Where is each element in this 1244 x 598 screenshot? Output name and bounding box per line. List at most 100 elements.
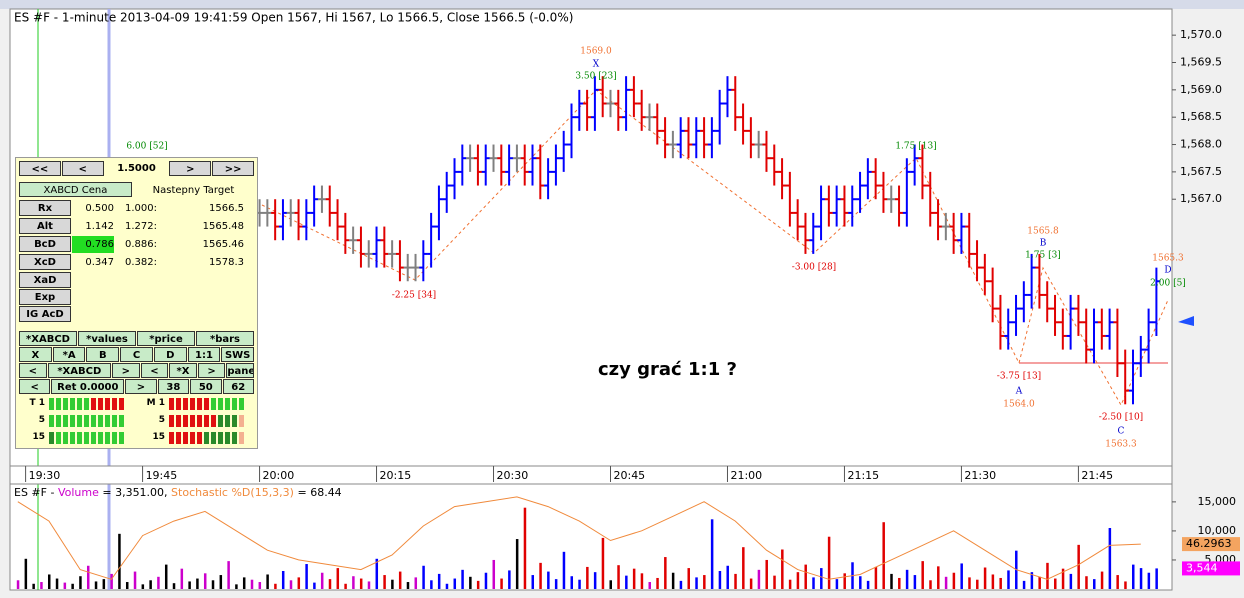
price-bar	[427, 212, 436, 268]
price-bar	[637, 89, 646, 131]
price-bar	[1058, 308, 1067, 350]
row-button[interactable]: XaD	[19, 272, 71, 288]
panel-button[interactable]: *XABCD	[47, 363, 112, 378]
volume-bar	[71, 583, 74, 589]
price-bar	[661, 117, 670, 159]
meter-cell	[176, 415, 181, 427]
panel-button[interactable]: *X	[169, 363, 197, 378]
panel-button[interactable]: <	[140, 363, 169, 378]
price-bar	[1019, 281, 1028, 323]
meter-cell	[77, 432, 82, 444]
panel-button[interactable]: >	[112, 363, 140, 378]
volume-bar	[671, 572, 675, 589]
volume-bar	[281, 570, 285, 589]
volume-bar	[976, 579, 979, 589]
panel-button[interactable]: *A	[52, 347, 86, 362]
volume-bar	[297, 577, 301, 589]
panel-button[interactable]: <	[19, 363, 47, 378]
row-button[interactable]: IG AcD	[19, 306, 71, 322]
row-button[interactable]: XcD	[19, 254, 71, 270]
panel-button[interactable]: 62	[222, 379, 254, 394]
volume-bar	[1100, 571, 1104, 589]
price-bar	[676, 117, 685, 159]
annotation: -3.75 [13]	[997, 372, 1041, 382]
panel-button[interactable]: *bars	[196, 331, 254, 346]
meter-cell	[176, 398, 181, 410]
meter-cell	[225, 415, 230, 427]
meter-cell	[91, 398, 96, 410]
meter-label: 5	[38, 415, 45, 425]
meter-cell	[232, 415, 237, 427]
volume-bar	[508, 570, 511, 589]
panel-button[interactable]: *XABCD	[19, 331, 77, 346]
panel-button[interactable]: SWS	[221, 347, 255, 362]
panel-button[interactable]: D	[153, 347, 187, 362]
volume-bar	[710, 519, 714, 589]
price-bar	[294, 199, 303, 241]
price-bar	[1105, 308, 1114, 350]
panel-button[interactable]: *values	[78, 331, 136, 346]
volume-bar	[157, 576, 160, 589]
volume-bar	[492, 559, 496, 589]
panel-button[interactable]: 50	[190, 379, 222, 394]
nav-item[interactable]: <	[61, 161, 104, 176]
panel-button[interactable]: 1:1	[187, 347, 221, 362]
price-bar	[778, 158, 787, 200]
annotation: 1.75 [3]	[1025, 251, 1061, 261]
panel-button[interactable]: C	[120, 347, 153, 362]
meter-cell	[204, 432, 209, 444]
volume-bar	[383, 575, 386, 589]
price-bar	[879, 171, 888, 213]
price-bar	[887, 185, 896, 213]
volume-bar	[703, 575, 706, 589]
meter-cell	[183, 415, 188, 427]
panel-button[interactable]: >	[125, 379, 157, 394]
panel-button[interactable]: 38	[157, 379, 190, 394]
row-button[interactable]: Alt	[19, 218, 71, 234]
price-bar	[1027, 253, 1036, 309]
volume-bar	[617, 565, 620, 589]
nav-item[interactable]: <<	[19, 161, 61, 176]
price-bar	[598, 76, 607, 118]
nav-item[interactable]: >	[169, 161, 212, 176]
panel-button[interactable]: <	[19, 379, 51, 394]
row-button[interactable]: Exp	[19, 289, 71, 305]
price-bar	[996, 294, 1005, 350]
panel-button[interactable]: Ret 0.0000	[51, 379, 125, 394]
volume-bar	[47, 574, 51, 589]
volume-bar	[593, 572, 597, 589]
price-bar	[536, 144, 545, 200]
price-bar	[848, 185, 857, 227]
annotation: 2.00 [5]	[1150, 279, 1186, 289]
volume-bar	[874, 566, 878, 589]
volume-bar	[1147, 572, 1151, 589]
panel-button[interactable]: X	[19, 347, 52, 362]
price-bar	[419, 240, 428, 282]
volume-bar	[952, 572, 956, 589]
volume-bar	[734, 573, 737, 589]
nav-item[interactable]: >>	[212, 161, 255, 176]
meter-cell	[70, 398, 75, 410]
row-cell: 1.000:	[125, 203, 157, 214]
panel-button[interactable]: B	[86, 347, 120, 362]
volume-bar	[687, 568, 690, 589]
volume-bar	[515, 539, 519, 589]
volume-bar	[320, 572, 324, 589]
price-bar	[1152, 267, 1161, 336]
price-bar	[957, 212, 966, 254]
price-bar	[1113, 308, 1122, 377]
volume-bar	[1124, 581, 1127, 589]
panel-button[interactable]: >	[197, 363, 226, 378]
panel-button[interactable]: *price	[137, 331, 195, 346]
row-button[interactable]: BcD	[19, 236, 71, 252]
price-bar	[723, 76, 732, 118]
row-button[interactable]: Rx	[19, 200, 71, 216]
volume-bar	[250, 579, 254, 589]
price-bar	[333, 199, 342, 241]
volume-bar	[461, 569, 464, 589]
panel-button[interactable]: panel	[226, 363, 254, 378]
volume-bar	[188, 581, 191, 589]
volume-bar	[375, 558, 379, 589]
meter-cell	[77, 415, 82, 427]
header-cell[interactable]: XABCD Cena	[19, 182, 132, 197]
